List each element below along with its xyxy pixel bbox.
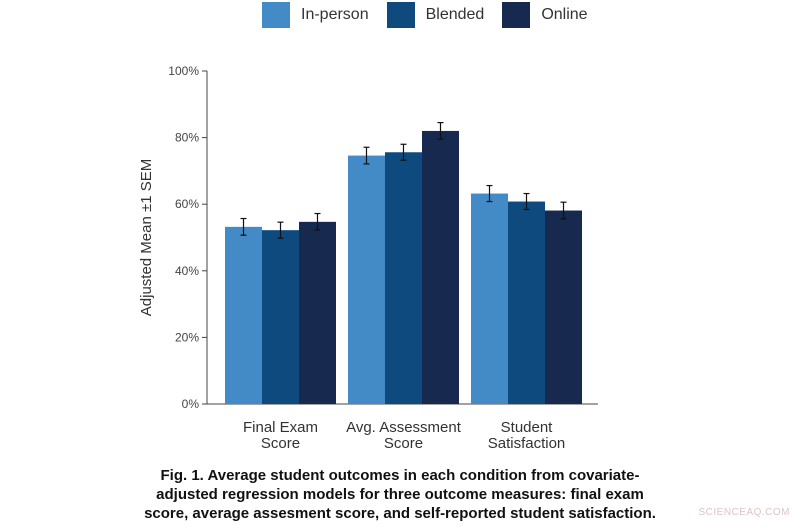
y-tick-label: 20% — [175, 330, 199, 344]
bar-online — [422, 130, 459, 404]
bar-blended — [262, 230, 299, 404]
x-tick-label: Score — [384, 435, 423, 452]
y-axis-label: Adjusted Mean ±1 SEM — [138, 159, 155, 316]
y-tick-label: 60% — [175, 197, 199, 211]
bar-chart: 0% 20% 40% 60% 80% 100% Adjusted Mean ±1 SEM Fi… — [138, 64, 598, 452]
legend-item-blended: Blended — [386, 2, 485, 28]
y-tick-label: 40% — [175, 264, 199, 278]
bar-online — [299, 221, 336, 404]
bar-in-person — [471, 193, 508, 404]
x-tick-label: Final Exam — [243, 419, 318, 436]
legend-label: In-person — [301, 6, 369, 23]
x-tick-label: Score — [261, 435, 300, 452]
bar-in-person — [225, 226, 262, 404]
legend-swatch — [386, 2, 415, 28]
legend-item-online: Online — [502, 2, 588, 28]
x-tick-label: Student — [501, 419, 554, 436]
bar-in-person — [348, 155, 385, 404]
y-tick-label: 0% — [182, 397, 200, 411]
bar-blended — [508, 201, 545, 404]
y-tick-label: 100% — [168, 64, 199, 78]
caption-line: Fig. 1. Average student outcomes in each… — [160, 467, 640, 484]
x-tick-label: Satisfaction — [488, 435, 566, 452]
legend-swatch — [502, 2, 531, 28]
legend: In-person Blended Online — [262, 2, 606, 28]
bar-online — [545, 210, 582, 404]
figure-caption: Fig. 1. Average student outcomes in each… — [0, 466, 800, 523]
legend-swatch — [262, 2, 290, 28]
bar-blended — [385, 152, 422, 404]
watermark: SCIENCEAQ.COM — [698, 507, 790, 518]
caption-line: score, average assesment score, and self… — [144, 505, 656, 522]
caption-line: adjusted regression models for three out… — [156, 486, 644, 503]
x-tick-label: Avg. Assessment — [346, 419, 462, 436]
y-tick-label: 80% — [175, 131, 199, 145]
legend-label: Blended — [425, 6, 485, 23]
legend-item-in-person: In-person — [262, 2, 369, 28]
legend-label: Online — [541, 6, 588, 23]
